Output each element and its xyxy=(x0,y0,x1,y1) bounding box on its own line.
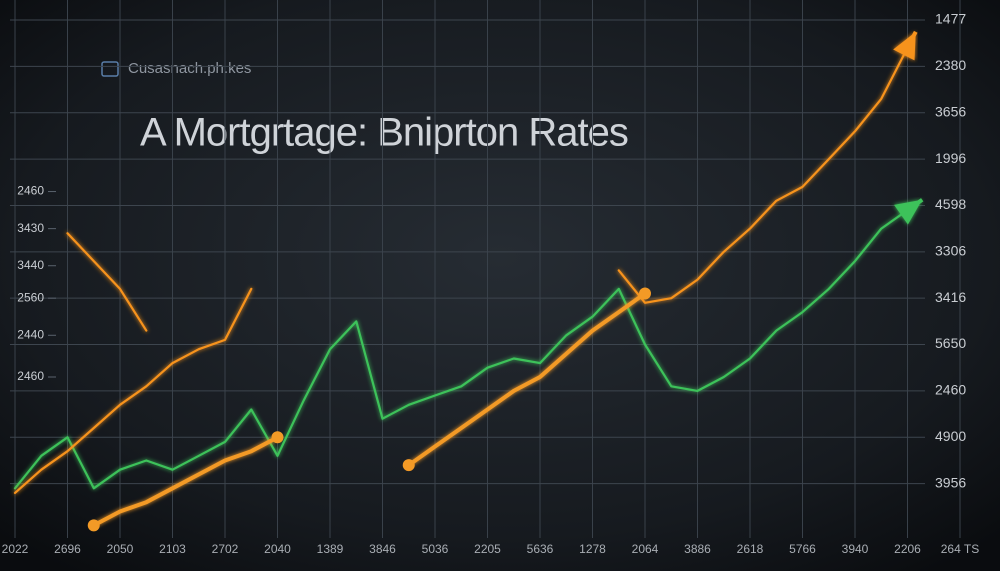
arrowhead xyxy=(893,31,916,61)
plot: 3956 4900 2460 5650 3416 3306 4598 1996 3656 2380… xyxy=(2,0,979,556)
x-tick-label: 5766 xyxy=(789,542,816,556)
x-tick-label: 2205 xyxy=(474,542,501,556)
y-tick-label: 1477 xyxy=(935,11,966,27)
y2-tick-label: 3430 xyxy=(17,221,44,235)
y-tick-label: 3656 xyxy=(935,103,966,119)
y-tick-label: 4598 xyxy=(935,196,966,212)
x-tick-label: 2103 xyxy=(159,542,186,556)
x-tick-label: 2702 xyxy=(212,542,239,556)
series-line xyxy=(91,291,647,528)
icon xyxy=(101,61,119,77)
x-tick-label: 1389 xyxy=(317,542,344,556)
series-line xyxy=(13,209,909,490)
y2-tick-label: 2460 xyxy=(17,184,44,198)
y-tick-label: 5650 xyxy=(935,335,966,351)
x-tick-label: 2206 xyxy=(894,542,921,556)
x-tick-label: 1278 xyxy=(579,542,606,556)
x-tick-label: 3846 xyxy=(369,542,396,556)
x-tick-label: 3886 xyxy=(684,542,711,556)
y-tick-label: 3306 xyxy=(935,243,966,259)
y-tick-label: 4900 xyxy=(935,428,966,444)
point xyxy=(639,287,651,300)
x-tick-label: 5636 xyxy=(527,542,554,556)
x-tick-label: 2696 xyxy=(54,542,81,556)
y-tick-label: 2460 xyxy=(935,382,966,398)
series-line xyxy=(66,232,148,332)
point xyxy=(271,431,284,444)
y-tick-label: 2380 xyxy=(935,57,966,73)
y2-tick-label: 3440 xyxy=(17,258,44,272)
y2-tick-label: 2460 xyxy=(17,369,44,383)
y-tick-label: 3956 xyxy=(935,474,966,490)
x-tick-label: 2050 xyxy=(107,542,134,556)
x-tick-label: 2022 xyxy=(2,542,29,556)
y-tick-label: 3416 xyxy=(935,289,966,305)
x-tick-label: 2064 xyxy=(632,542,659,556)
point xyxy=(402,459,415,472)
y2-tick-label: 2440 xyxy=(17,327,44,341)
x-tick-label: 2618 xyxy=(737,542,764,556)
subtitle: Cusasnach.ph.kes xyxy=(128,60,251,77)
x-tick-label: 5036 xyxy=(422,542,449,556)
arrowhead xyxy=(894,199,923,225)
series-line xyxy=(13,46,909,494)
x-tick-label: 2040 xyxy=(264,542,291,556)
y2-tick-label: 2560 xyxy=(17,290,44,304)
y-tick-label: 1996 xyxy=(935,150,966,166)
x-tick-label: 264 TS xyxy=(941,542,979,556)
chart-title: A Mortgrtage: Bniprton Rates xyxy=(140,111,628,155)
x-tick-label: 3940 xyxy=(842,542,869,556)
point xyxy=(87,519,100,532)
